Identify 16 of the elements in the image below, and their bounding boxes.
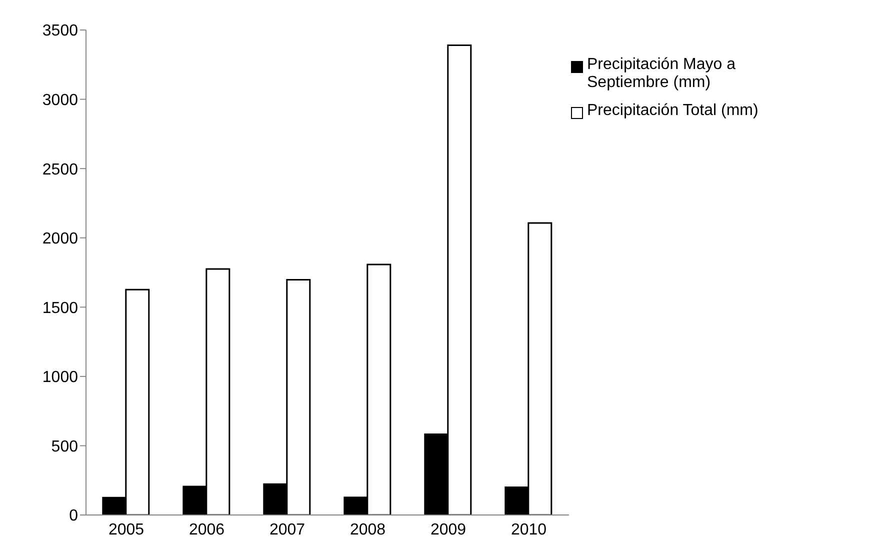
x-tick-label: 2006 [188,521,225,538]
y-tick-label: 2500 [42,161,78,178]
y-tick-label: 2000 [42,230,78,248]
x-tick-label: 2005 [108,521,144,538]
x-tick-label: 2009 [430,521,466,538]
y-tick-label: 0 [69,508,78,525]
y-tick-label: 1000 [42,369,78,386]
y-tick-label: 3000 [42,92,78,109]
x-tick-label: 2010 [510,521,547,538]
y-tick-label: 3500 [42,22,78,40]
x-tick-label: 2008 [350,521,386,538]
x-tick-label: 2007 [269,521,306,538]
legend-label: Precipitación Mayo a Septiembre (mm) [587,56,737,92]
y-tick-label: 1500 [42,300,78,317]
y-tick-label: 500 [51,438,78,456]
legend-label: Precipitación Total (mm) [587,102,760,120]
